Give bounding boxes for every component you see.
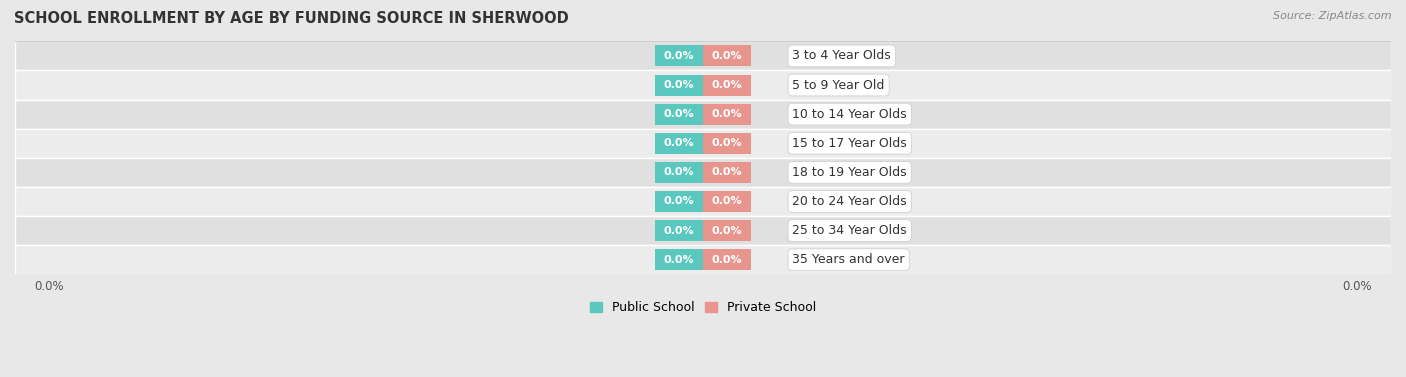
Bar <box>655 220 703 241</box>
Text: 0.0%: 0.0% <box>711 196 742 207</box>
Bar <box>15 129 1391 158</box>
Bar <box>15 216 1391 245</box>
Text: 0.0%: 0.0% <box>711 109 742 119</box>
Text: 0.0%: 0.0% <box>664 51 695 61</box>
Bar <box>655 191 703 212</box>
Text: 0.0%: 0.0% <box>711 225 742 236</box>
Bar <box>703 104 751 125</box>
Bar <box>655 104 703 125</box>
Text: 35 Years and over: 35 Years and over <box>793 253 905 266</box>
Text: 20 to 24 Year Olds: 20 to 24 Year Olds <box>793 195 907 208</box>
Text: 0.0%: 0.0% <box>711 167 742 177</box>
Bar <box>703 220 751 241</box>
Text: 0.0%: 0.0% <box>664 196 695 207</box>
Legend: Public School, Private School: Public School, Private School <box>585 296 821 319</box>
Text: 10 to 14 Year Olds: 10 to 14 Year Olds <box>793 108 907 121</box>
Text: SCHOOL ENROLLMENT BY AGE BY FUNDING SOURCE IN SHERWOOD: SCHOOL ENROLLMENT BY AGE BY FUNDING SOUR… <box>14 11 569 26</box>
Text: 25 to 34 Year Olds: 25 to 34 Year Olds <box>793 224 907 237</box>
Bar <box>15 245 1391 274</box>
Text: 0.0%: 0.0% <box>664 109 695 119</box>
Text: 15 to 17 Year Olds: 15 to 17 Year Olds <box>793 137 907 150</box>
Bar <box>703 46 751 66</box>
Bar <box>703 162 751 183</box>
Bar <box>15 158 1391 187</box>
Text: 3 to 4 Year Olds: 3 to 4 Year Olds <box>793 49 891 63</box>
Text: 0.0%: 0.0% <box>664 225 695 236</box>
Text: 0.0%: 0.0% <box>664 80 695 90</box>
Text: 0.0%: 0.0% <box>664 255 695 265</box>
Text: 0.0%: 0.0% <box>711 80 742 90</box>
Bar <box>15 41 1391 70</box>
Bar <box>703 75 751 95</box>
Text: 0.0%: 0.0% <box>664 138 695 148</box>
Text: 5 to 9 Year Old: 5 to 9 Year Old <box>793 78 884 92</box>
Bar <box>655 75 703 95</box>
Bar <box>655 162 703 183</box>
Bar <box>655 249 703 270</box>
Bar <box>703 249 751 270</box>
Bar <box>15 100 1391 129</box>
Text: 0.0%: 0.0% <box>711 51 742 61</box>
Bar <box>655 46 703 66</box>
Text: 0.0%: 0.0% <box>711 138 742 148</box>
Bar <box>703 133 751 154</box>
Text: 0.0%: 0.0% <box>664 167 695 177</box>
Text: 18 to 19 Year Olds: 18 to 19 Year Olds <box>793 166 907 179</box>
Text: 0.0%: 0.0% <box>711 255 742 265</box>
Bar <box>15 187 1391 216</box>
Text: Source: ZipAtlas.com: Source: ZipAtlas.com <box>1274 11 1392 21</box>
Bar <box>703 191 751 212</box>
Bar <box>15 70 1391 100</box>
Bar <box>655 133 703 154</box>
